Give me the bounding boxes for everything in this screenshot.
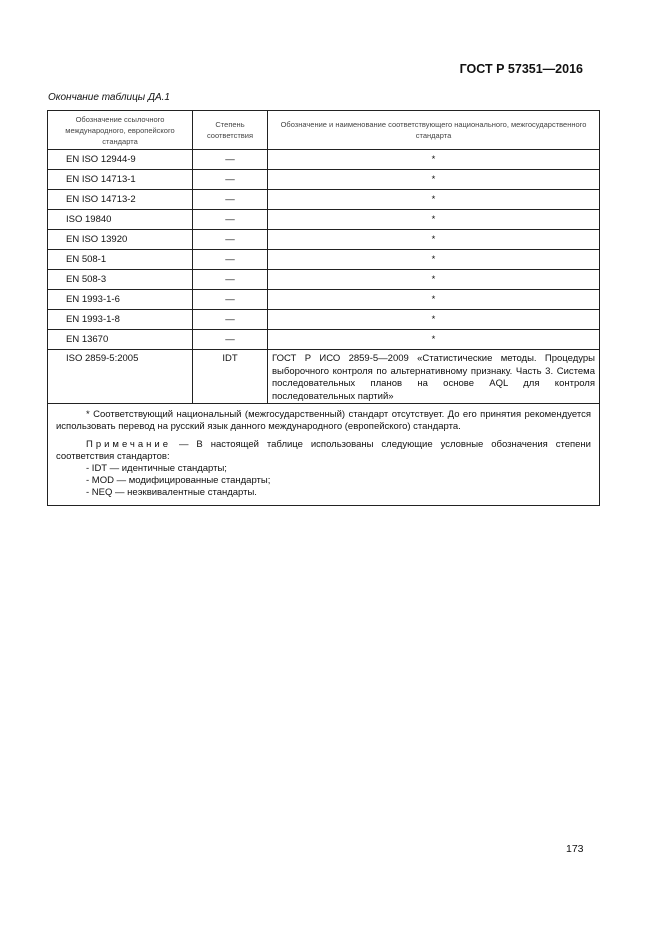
footnote: * Соответствующий национальный (межгосуд…	[56, 409, 591, 432]
reference-standard: ISO 19840	[47, 209, 193, 230]
reference-standard: ISO 2859-5:2005	[47, 349, 193, 404]
conformity-degree: —	[192, 149, 268, 170]
national-standard: *	[267, 329, 600, 350]
conformity-degree: —	[192, 289, 268, 310]
table-row: EN 1993-1-8— *	[47, 309, 600, 330]
table-row: EN 1993-1-6— *	[47, 289, 600, 310]
table-footnote-row: * Соответствующий национальный (межгосуд…	[47, 403, 600, 506]
table-row: ISO 19840— *	[47, 209, 600, 230]
reference-standard: EN ISO 12944-9	[47, 149, 193, 170]
conformity-degree: —	[192, 249, 268, 270]
reference-standard: EN ISO 14713-2	[47, 189, 193, 210]
table-caption: Окончание таблицы ДА.1	[48, 92, 170, 103]
conformity-degree: —	[192, 229, 268, 250]
conformity-degree: —	[192, 209, 268, 230]
conformity-degree: —	[192, 189, 268, 210]
note-item: - MOD — модифицированные стандарты;	[86, 475, 271, 486]
table-row: EN 508-3— *	[47, 269, 600, 290]
table-row: ISO 2859-5:2005 IDT ГОСТ Р ИСО 2859-5—2009…	[47, 349, 600, 404]
reference-standard: EN 1993-1-8	[47, 309, 193, 330]
conformity-degree: —	[192, 329, 268, 350]
standards-table: Обозначение ссылочного международного, е…	[47, 110, 600, 506]
reference-standard: EN 1993-1-6	[47, 289, 193, 310]
reference-standard: EN 508-3	[47, 269, 193, 290]
table-row: EN 13670— *	[47, 329, 600, 350]
column-header: Обозначение ссылочного международного, е…	[47, 110, 193, 150]
national-standard: ГОСТ Р ИСО 2859-5—2009 «Статистические м…	[267, 349, 600, 404]
table-row: EN ISO 14713-2— *	[47, 189, 600, 210]
national-standard: *	[267, 249, 600, 270]
table-row: EN 508-1— *	[47, 249, 600, 270]
national-standard: *	[267, 189, 600, 210]
national-standard: *	[267, 309, 600, 330]
national-standard: *	[267, 169, 600, 190]
note-text: — В настоящей таблице использованы следу…	[56, 439, 591, 462]
table-row: EN ISO 14713-1— *	[47, 169, 600, 190]
column-header: Степень соответствия	[192, 110, 268, 150]
national-standard: *	[267, 149, 600, 170]
note-label: Примечание	[86, 439, 171, 450]
page-number: 173	[566, 843, 584, 855]
conformity-degree: —	[192, 269, 268, 290]
national-standard: *	[267, 209, 600, 230]
reference-standard: EN 13670	[47, 329, 193, 350]
conformity-degree: IDT	[192, 349, 268, 404]
note: Примечание — В настоящей таблице использ…	[56, 439, 591, 463]
note-item: - IDT — идентичные стандарты;	[86, 463, 227, 474]
conformity-degree: —	[192, 309, 268, 330]
national-standard: *	[267, 289, 600, 310]
reference-standard: EN 508-1	[47, 249, 193, 270]
document-number: ГОСТ Р 57351—2016	[459, 62, 583, 76]
reference-standard: EN ISO 13920	[47, 229, 193, 250]
conformity-degree: —	[192, 169, 268, 190]
table-header-row: Обозначение ссылочного международного, е…	[47, 110, 600, 150]
table-row: EN ISO 13920— *	[47, 229, 600, 250]
column-header: Обозначение и наименование соответствующ…	[267, 110, 600, 150]
national-standard: *	[267, 269, 600, 290]
national-standard: *	[267, 229, 600, 250]
table-row: EN ISO 12944-9— *	[47, 149, 600, 170]
reference-standard: EN ISO 14713-1	[47, 169, 193, 190]
note-item: - NEQ — неэквивалентные стандарты.	[86, 487, 257, 498]
